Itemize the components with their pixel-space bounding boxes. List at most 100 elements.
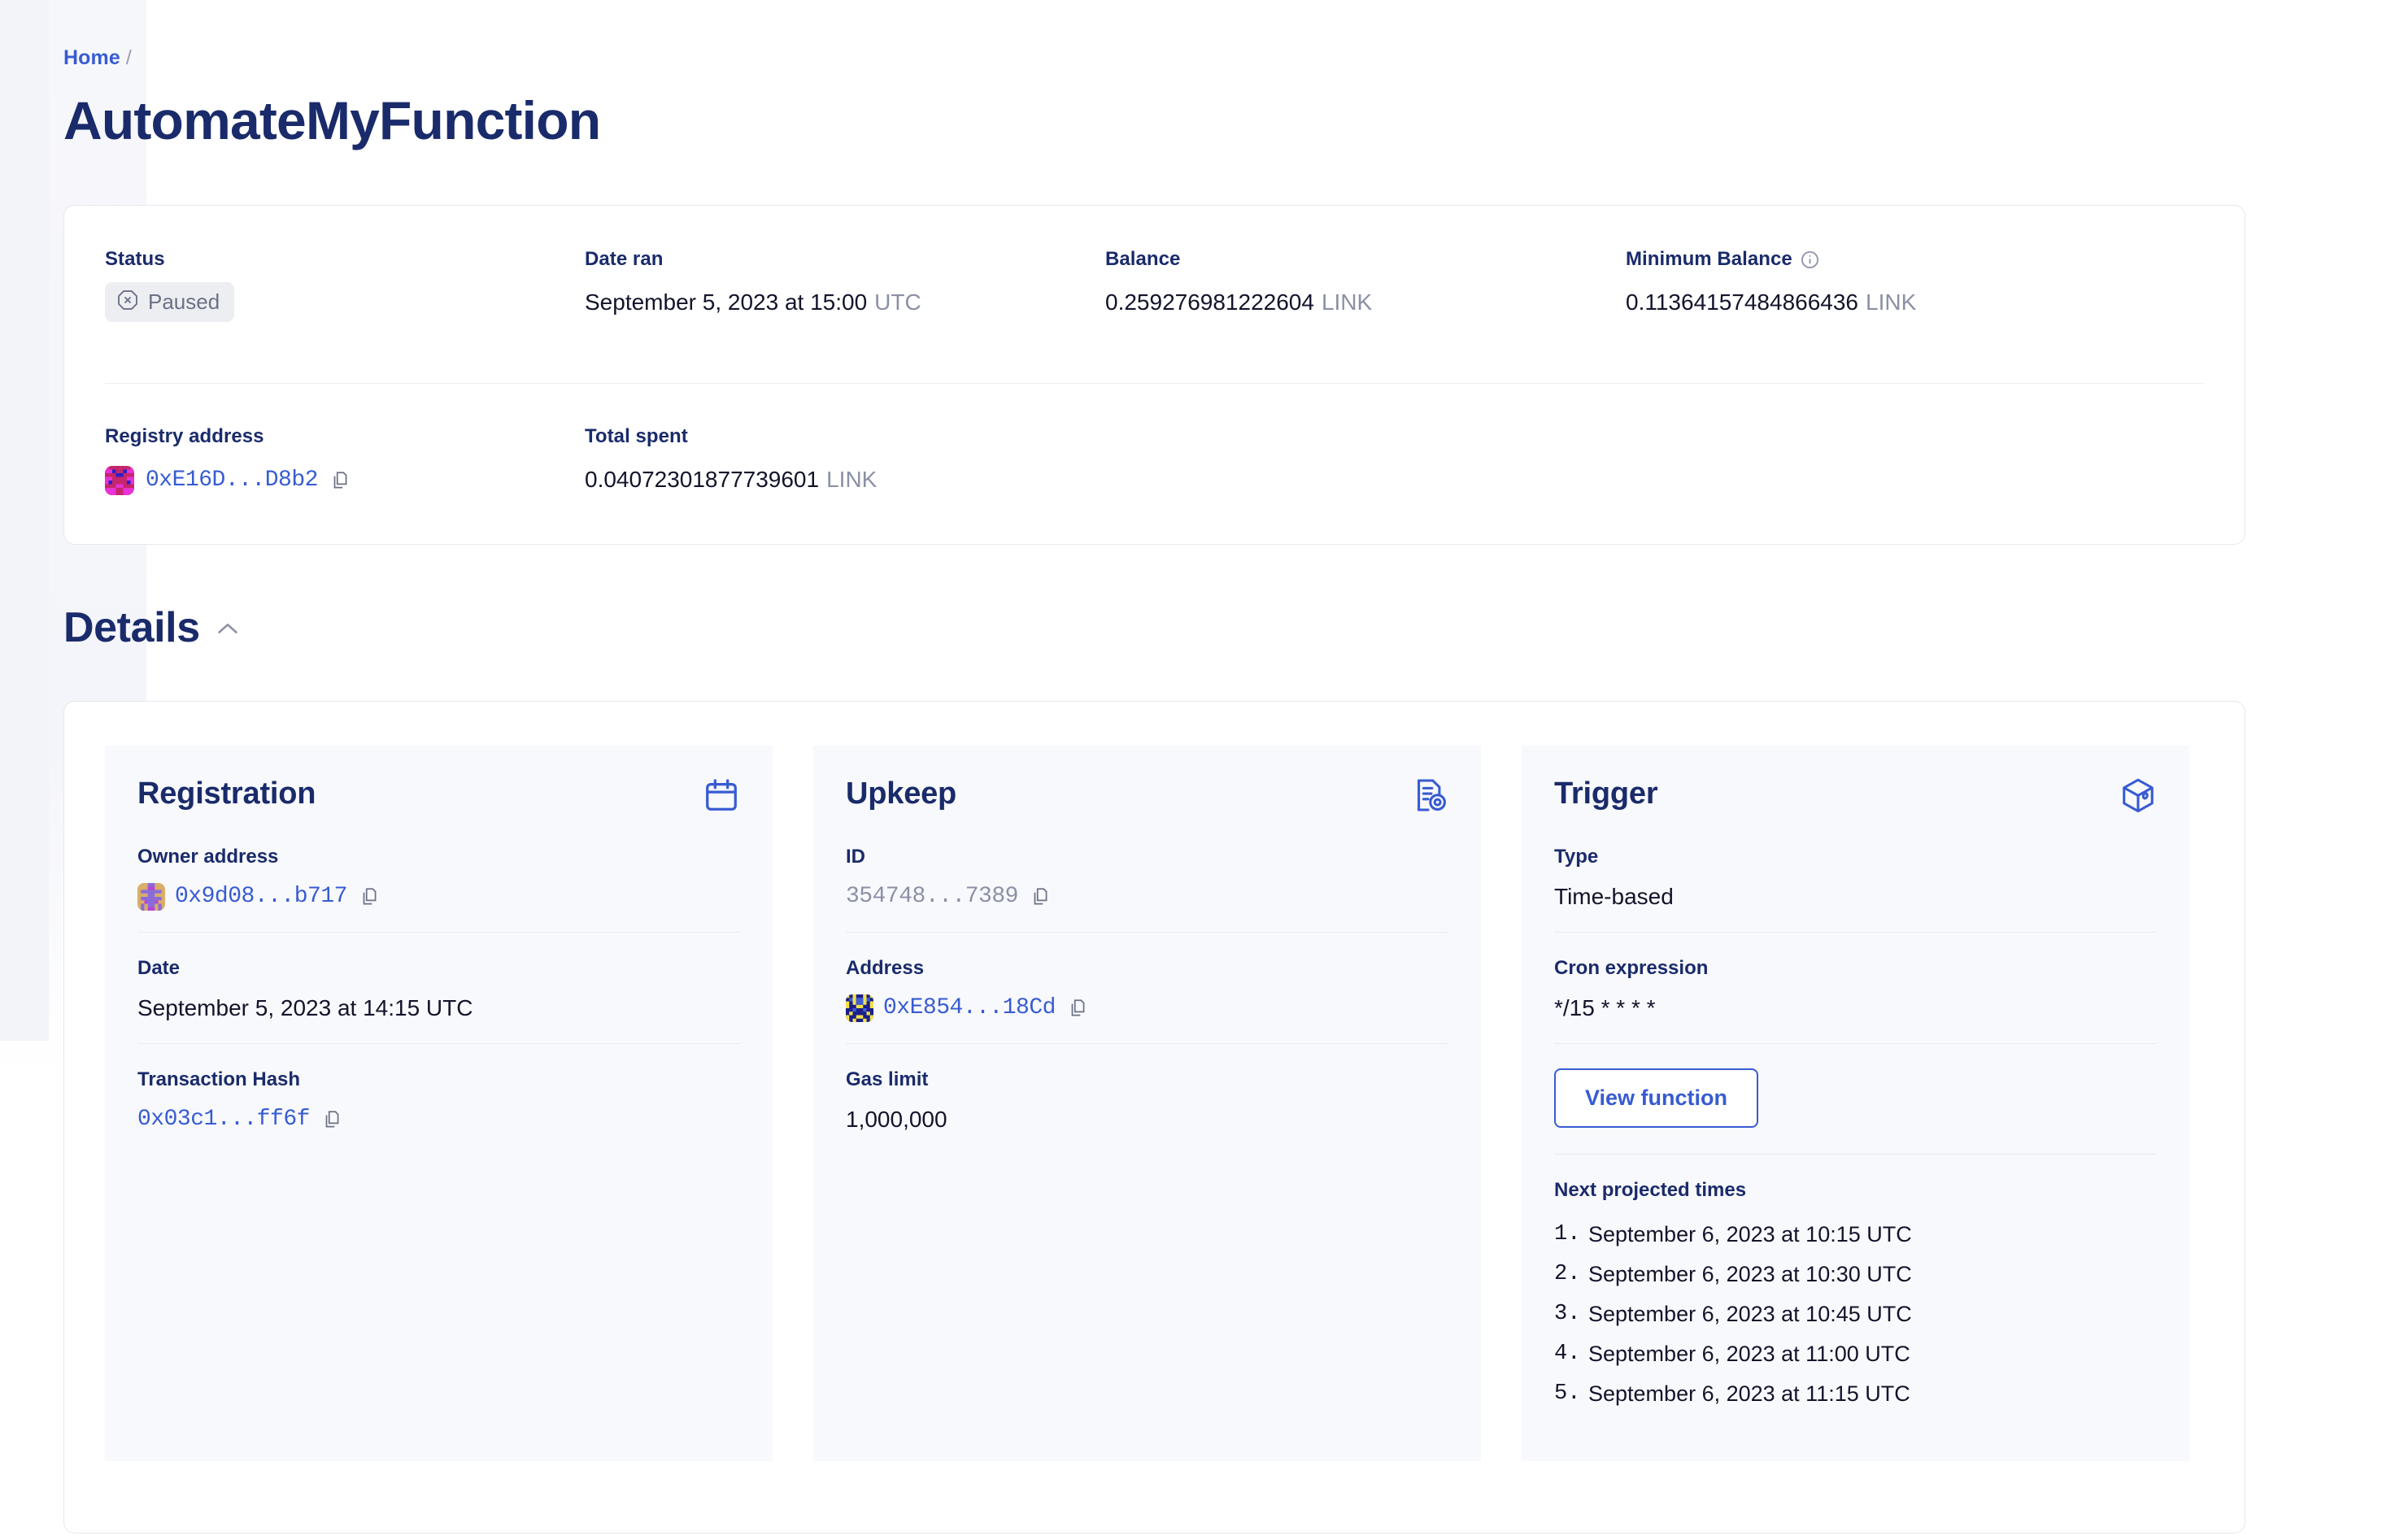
details-panels: Registration Owner address — [105, 746, 2189, 1461]
transaction-hash-link[interactable]: 0x03c1...ff6f — [137, 1107, 310, 1132]
registry-address-link[interactable]: 0xE16D...D8b2 — [146, 468, 318, 493]
balance-field: Balance 0.259276981222604 LINK — [1105, 248, 1626, 322]
status-badge: Paused — [105, 282, 235, 322]
trigger-panel-title: Trigger — [1554, 777, 1658, 811]
owner-address-value-wrap: 0x9d08...b717 — [137, 883, 740, 911]
registration-date-field: Date September 5, 2023 at 14:15 UTC — [137, 932, 740, 1043]
list-item-number: 1. — [1554, 1222, 1581, 1246]
trigger-panel: Trigger Type Time-based — [1522, 746, 2189, 1461]
list-item-time: September 6, 2023 at 11:15 UTC — [1588, 1381, 1910, 1406]
summary-card: Status Paused Date ran September 5, 2 — [63, 205, 2245, 545]
next-projected-times-section: Next projected times 1. September 6, 202… — [1554, 1154, 2157, 1414]
page-background-accent-2 — [0, 0, 49, 1041]
view-function-button[interactable]: View function — [1554, 1068, 1759, 1128]
date-ran-value: September 5, 2023 at 15:00 — [585, 289, 868, 315]
breadcrumb-separator: / — [125, 46, 132, 69]
upkeep-address-label: Address — [846, 957, 925, 979]
owner-address-link[interactable]: 0x9d08...b717 — [175, 884, 347, 909]
registration-date-value: September 5, 2023 at 14:15 UTC — [137, 995, 473, 1020]
copy-icon[interactable] — [1067, 998, 1088, 1019]
page-title: AutomateMyFunction — [63, 90, 601, 150]
cron-expression-label: Cron expression — [1554, 957, 1709, 979]
list-item-number: 5. — [1554, 1381, 1581, 1406]
trigger-type-label: Type — [1554, 846, 1599, 868]
trigger-panel-header: Trigger — [1554, 777, 2157, 818]
identicon-registry — [105, 466, 134, 495]
owner-address-field: Owner address — [137, 846, 740, 932]
upkeep-panel-header: Upkeep — [846, 777, 1448, 818]
gas-limit-label: Gas limit — [846, 1068, 929, 1090]
cron-expression-field: Cron expression */15 * * * * — [1554, 932, 2157, 1043]
minimum-balance-label: Minimum Balance — [1626, 248, 2195, 271]
status-badge-label: Paused — [148, 289, 220, 314]
gas-limit-field: Gas limit 1,000,000 — [846, 1043, 1448, 1155]
list-item: 2. September 6, 2023 at 10:30 UTC — [1554, 1255, 2157, 1294]
list-item: 1. September 6, 2023 at 10:15 UTC — [1554, 1215, 2157, 1255]
details-title: Details — [63, 604, 200, 651]
upkeep-address-value-wrap: 0xE854...18Cd — [846, 994, 1448, 1022]
total-spent-field: Total spent 0.04072301877739601 LINK — [585, 425, 1105, 495]
transaction-hash-field: Transaction Hash 0x03c1...ff6f — [137, 1043, 740, 1155]
summary-divider — [105, 383, 2204, 384]
calendar-icon — [703, 777, 740, 818]
document-seal-icon — [1411, 777, 1448, 818]
cube-icon — [2119, 777, 2157, 818]
minimum-balance-unit: LINK — [1866, 289, 1917, 315]
upkeep-address-field: Address — [846, 932, 1448, 1043]
info-icon[interactable] — [1800, 250, 1820, 270]
status-label: Status — [105, 248, 165, 270]
copy-icon[interactable] — [329, 470, 351, 491]
registry-address-label: Registry address — [105, 425, 264, 447]
list-item-time: September 6, 2023 at 10:30 UTC — [1588, 1262, 1912, 1286]
balance-value-wrap: 0.259276981222604 LINK — [1105, 289, 1626, 316]
registration-panel-header: Registration — [137, 777, 740, 818]
trigger-type-field: Type Time-based — [1554, 846, 2157, 932]
next-projected-times-list: 1. September 6, 2023 at 10:15 UTC 2. Sep… — [1554, 1215, 2157, 1414]
balance-label: Balance — [1105, 248, 1181, 270]
total-spent-value-wrap: 0.04072301877739601 LINK — [585, 466, 1105, 494]
upkeep-id-value-wrap: 354748...7389 — [846, 883, 1448, 911]
date-ran-value-wrap: September 5, 2023 at 15:00 UTC — [585, 289, 1105, 316]
minimum-balance-value: 0.11364157484866436 — [1626, 289, 1859, 315]
status-field: Status Paused — [64, 248, 585, 322]
minimum-balance-field: Minimum Balance 0.11364157484866436 LINK — [1626, 248, 2195, 322]
balance-value: 0.259276981222604 — [1105, 289, 1314, 315]
list-item: 4. September 6, 2023 at 11:00 UTC — [1554, 1334, 2157, 1374]
transaction-hash-value-wrap: 0x03c1...ff6f — [137, 1106, 740, 1133]
trigger-type-value: Time-based — [1554, 884, 1674, 909]
upkeep-address-link[interactable]: 0xE854...18Cd — [883, 995, 1056, 1020]
list-item-number: 4. — [1554, 1342, 1581, 1366]
copy-icon[interactable] — [321, 1109, 342, 1130]
breadcrumb-home-link[interactable]: Home — [63, 46, 120, 69]
date-ran-field: Date ran September 5, 2023 at 15:00 UTC — [585, 248, 1105, 322]
registration-panel-title: Registration — [137, 777, 316, 811]
total-spent-label: Total spent — [585, 425, 688, 447]
upkeep-panel-title: Upkeep — [846, 777, 957, 811]
octagon-x-icon — [116, 289, 139, 315]
upkeep-id-field: ID 354748...7389 — [846, 846, 1448, 932]
identicon-upkeep — [846, 994, 873, 1022]
list-item-number: 2. — [1554, 1262, 1581, 1286]
copy-icon[interactable] — [359, 886, 380, 907]
list-item-time: September 6, 2023 at 10:15 UTC — [1588, 1222, 1912, 1246]
chevron-up-icon[interactable] — [216, 621, 239, 640]
date-ran-unit: UTC — [874, 289, 921, 315]
total-spent-value: 0.04072301877739601 — [585, 467, 820, 492]
details-heading[interactable]: Details — [63, 603, 239, 652]
details-card: Registration Owner address — [63, 701, 2245, 1533]
upkeep-panel: Upkeep ID — [813, 746, 1481, 1461]
list-item-time: September 6, 2023 at 11:00 UTC — [1588, 1342, 1910, 1366]
copy-icon[interactable] — [1030, 886, 1051, 907]
transaction-hash-label: Transaction Hash — [137, 1068, 301, 1090]
cron-expression-value: */15 * * * * — [1554, 995, 1656, 1020]
upkeep-id-label: ID — [846, 846, 865, 868]
registry-address-field: Registry address — [64, 425, 585, 495]
registration-date-label: Date — [137, 957, 181, 979]
minimum-balance-label-text: Minimum Balance — [1626, 248, 1792, 270]
breadcrumb: Home / — [63, 46, 132, 70]
list-item: 5. September 6, 2023 at 11:15 UTC — [1554, 1374, 2157, 1414]
owner-address-label: Owner address — [137, 846, 279, 868]
list-item: 3. September 6, 2023 at 10:45 UTC — [1554, 1294, 2157, 1334]
list-item-number: 3. — [1554, 1302, 1581, 1326]
registration-panel: Registration Owner address — [105, 746, 773, 1461]
